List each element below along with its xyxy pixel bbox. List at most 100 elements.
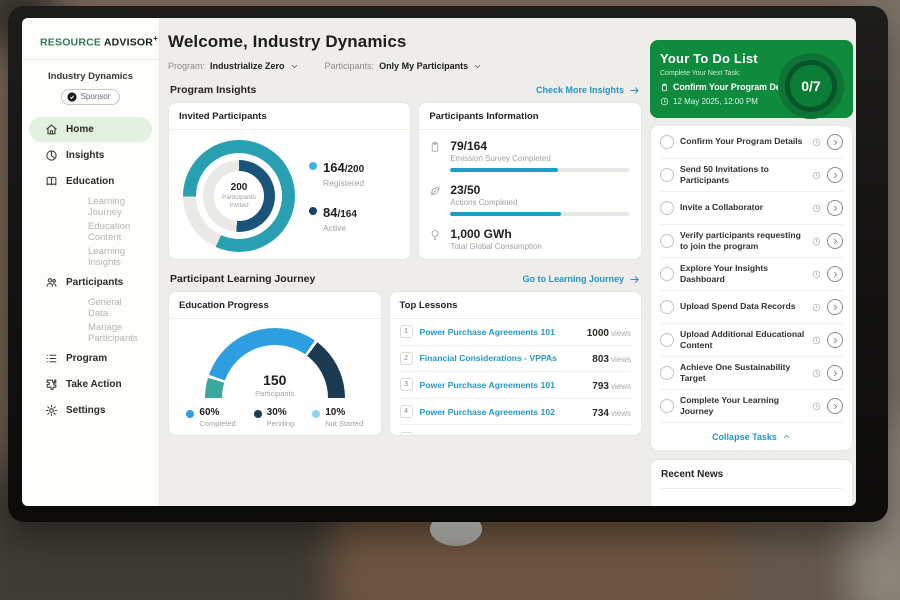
program-insights-header: Program Insights Check More Insights <box>170 84 640 96</box>
recent-news-card: Recent News <box>650 459 853 506</box>
lesson-rank: 1 <box>400 325 413 338</box>
todo-task-row: Verify participants requesting to join t… <box>660 225 843 258</box>
chevron-right-icon <box>831 369 840 378</box>
lesson-link[interactable]: Financial Considerations - VPPAs <box>420 353 586 363</box>
chevron-right-icon <box>831 204 840 213</box>
chevron-right-icon <box>831 138 840 147</box>
app-logo: RESOURCE ADVISOR+ <box>22 18 159 59</box>
sidebar-item[interactable]: Program <box>29 346 152 371</box>
collapse-tasks-link[interactable]: Collapse Tasks <box>660 423 843 450</box>
task-checkbox[interactable] <box>660 168 674 182</box>
chevron-right-icon <box>831 336 840 345</box>
task-checkbox[interactable] <box>660 366 674 380</box>
task-checkbox[interactable] <box>660 234 674 248</box>
task-checkbox[interactable] <box>660 267 674 281</box>
go-to-learning-journey-link[interactable]: Go to Learning Journey <box>522 274 640 285</box>
gauge-center-value: 150 <box>205 372 345 388</box>
lesson-row: 3 Power Purchase Agreements 101 793views <box>400 372 631 399</box>
lesson-row: 4 Power Purchase Agreements 102 734views <box>400 399 631 426</box>
legend-item: 164/200 Registered <box>309 159 364 188</box>
sidebar-item[interactable]: Learning Insights <box>29 245 152 269</box>
todo-due-date: 12 May 2025, 12:00 PM <box>673 97 758 106</box>
sidebar-item[interactable]: Home <box>29 117 152 142</box>
todo-task-row: Upload Spend Data Records <box>660 291 843 324</box>
sidebar-item[interactable]: Take Action <box>29 372 152 397</box>
section-title: Participant Learning Journey <box>170 273 315 285</box>
task-open-button[interactable] <box>827 200 843 216</box>
settings-icon <box>45 404 58 417</box>
card-title: Invited Participants <box>169 103 410 130</box>
task-open-button[interactable] <box>827 332 843 348</box>
task-checkbox[interactable] <box>660 399 674 413</box>
sidebar-item[interactable]: Manage Participants <box>29 321 152 345</box>
sidebar-item[interactable]: Settings <box>29 398 152 423</box>
todo-task-list: Confirm Your Program Details Send 50 Inv… <box>650 125 853 451</box>
lesson-rank: 4 <box>400 405 413 418</box>
section-title: Program Insights <box>170 84 256 96</box>
task-checkbox[interactable] <box>660 300 674 314</box>
task-checkbox[interactable] <box>660 333 674 347</box>
progress-bar <box>450 212 629 216</box>
donut-legend: 164/200 Registered 84/164 Active <box>309 159 364 233</box>
participants-icon <box>45 276 58 289</box>
education-progress-gauge-chart: 150 Participants <box>205 328 345 398</box>
participants-information-card: Participants Information 79/164 Emission… <box>418 102 642 260</box>
sidebar-item[interactable]: Education <box>29 169 152 194</box>
filter-dropdown[interactable]: Program: Industrialize Zero <box>168 61 299 71</box>
page-title: Welcome, Industry Dynamics <box>168 32 642 52</box>
sidebar-item[interactable]: Education Content <box>29 220 152 244</box>
recent-news-title: Recent News <box>661 469 842 489</box>
card-title: Education Progress <box>169 292 381 319</box>
lesson-link[interactable]: Power Purchase Agreements 103 <box>420 433 586 436</box>
sidebar-item[interactable]: Learning Journey <box>29 195 152 219</box>
clipboard-icon <box>660 83 669 92</box>
filters: Program: Industrialize Zero Participants… <box>168 61 642 71</box>
top-lessons-card: Top Lessons 1 Power Purchase Agreements … <box>389 291 642 436</box>
clock-icon <box>812 336 821 345</box>
clock-icon <box>812 237 821 246</box>
lesson-rank: 3 <box>400 378 413 391</box>
check-more-insights-link[interactable]: Check More Insights <box>536 85 640 96</box>
task-checkbox[interactable] <box>660 201 674 215</box>
task-checkbox[interactable] <box>660 135 674 149</box>
task-open-button[interactable] <box>827 398 843 414</box>
clipboard-icon <box>429 141 442 172</box>
logo-secondary: ADVISOR <box>104 37 153 49</box>
progress-bar <box>450 168 629 172</box>
chevron-right-icon <box>831 237 840 246</box>
invited-participants-donut-chart: 200 Participants Invited <box>183 140 295 252</box>
home-icon <box>45 123 58 136</box>
sidebar-item[interactable]: Participants <box>29 270 152 295</box>
leaf-icon <box>429 185 442 216</box>
task-open-button[interactable] <box>827 167 843 183</box>
screen: RESOURCE ADVISOR+ Industry Dynamics Spon… <box>22 18 856 506</box>
filter-dropdown[interactable]: Participants: Only My Participants <box>325 61 483 71</box>
clock-icon <box>812 270 821 279</box>
invited-participants-card: Invited Participants 200 Participants In… <box>168 102 411 260</box>
task-open-button[interactable] <box>827 299 843 315</box>
task-open-button[interactable] <box>827 134 843 150</box>
sponsor-icon <box>67 92 77 102</box>
task-open-button[interactable] <box>827 365 843 381</box>
arrow-right-icon <box>629 85 640 96</box>
lightbulb-icon <box>429 229 442 251</box>
lesson-link[interactable]: Power Purchase Agreements 101 <box>420 327 580 337</box>
task-open-button[interactable] <box>827 266 843 282</box>
chevron-up-icon <box>782 432 791 441</box>
task-open-button[interactable] <box>827 233 843 249</box>
chevron-down-icon <box>290 62 299 71</box>
sidebar-item[interactable]: General Data <box>29 296 152 320</box>
todo-task-row: Explore Your Insights Dashboard <box>660 258 843 291</box>
sidebar-item[interactable]: Insights <box>29 143 152 168</box>
todo-task-row: Invite a Collaborator <box>660 192 843 225</box>
clock-icon <box>660 97 669 106</box>
monitor-bezel: RESOURCE ADVISOR+ Industry Dynamics Spon… <box>8 6 888 522</box>
todo-task-row: Complete Your Learning Journey <box>660 390 843 423</box>
todo-task-row: Confirm Your Program Details <box>660 126 843 159</box>
program-icon <box>45 352 58 365</box>
legend-dot <box>254 410 262 418</box>
lesson-link[interactable]: Power Purchase Agreements 101 <box>420 380 586 390</box>
take-action-icon <box>45 378 58 391</box>
chevron-right-icon <box>831 402 840 411</box>
lesson-link[interactable]: Power Purchase Agreements 102 <box>420 407 586 417</box>
